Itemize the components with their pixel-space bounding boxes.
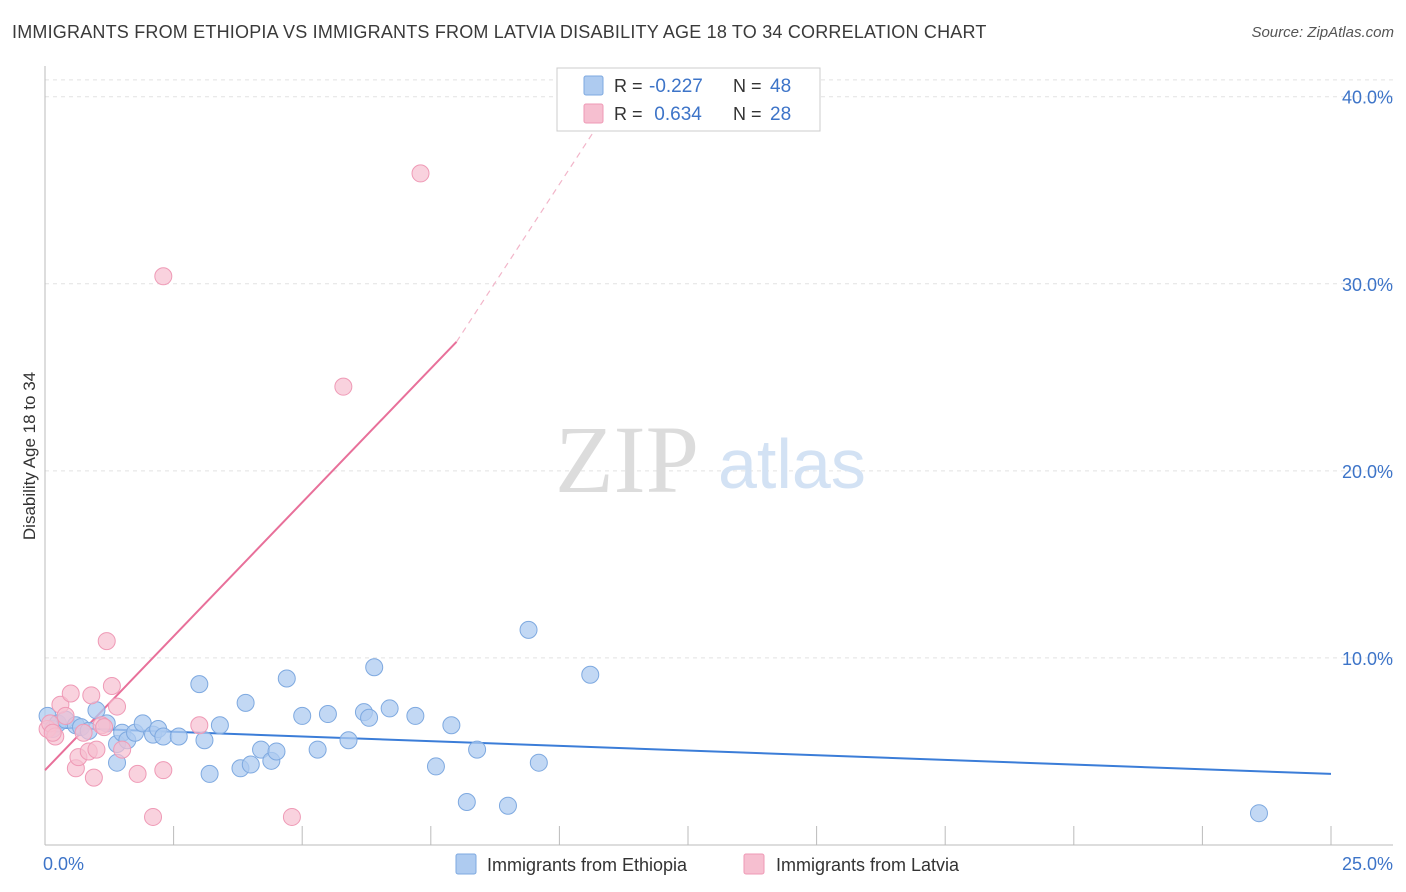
latvia-point: [190, 716, 209, 735]
source-label: Source: ZipAtlas.com: [1251, 24, 1394, 41]
x-tick-label: 25.0%: [1342, 854, 1393, 874]
latvia-point: [411, 164, 430, 183]
legend-r-value-ethiopia: -0.227: [649, 76, 703, 97]
stats-legend: R = -0.227 N = 48 R = 0.634 N = 28: [556, 67, 821, 132]
ethiopia-point: [457, 792, 476, 811]
ethiopia-point: [267, 742, 286, 761]
ethiopia-point: [581, 665, 600, 684]
ethiopia-point: [426, 757, 445, 776]
chart-title: IMMIGRANTS FROM ETHIOPIA VS IMMIGRANTS F…: [12, 22, 987, 42]
ethiopia-point: [236, 693, 255, 712]
ethiopia-point: [318, 705, 337, 724]
x-tick-label: 0.0%: [43, 854, 84, 874]
ethiopia-point: [360, 708, 379, 727]
ethiopia-point: [195, 731, 214, 750]
latvia-point: [144, 807, 163, 826]
series-legend: Immigrants from Ethiopia Immigrants from…: [455, 853, 960, 875]
latvia-point: [102, 676, 121, 695]
ethiopia-point: [277, 669, 296, 688]
watermark: ZIP atlas: [555, 406, 866, 513]
latvia-point: [43, 723, 62, 742]
legend-swatch-latvia: [583, 103, 604, 124]
ethiopia-point: [241, 755, 260, 774]
legend-n-label-ethiopia: N =: [733, 76, 767, 96]
watermark-zip: ZIP: [555, 406, 699, 513]
bottom-label-latvia: Immigrants from Latvia: [776, 855, 960, 875]
legend-swatch-ethiopia: [583, 75, 604, 96]
y-tick-label: 20.0%: [1342, 462, 1393, 482]
ethiopia-point: [1249, 804, 1268, 823]
latvia-point: [128, 764, 147, 783]
ethiopia-point: [200, 764, 219, 783]
legend-n-value-ethiopia: 48: [770, 76, 791, 97]
ethiopia-point: [210, 716, 229, 735]
latvia-point: [113, 740, 132, 759]
latvia-point: [74, 723, 93, 742]
ethiopia-point: [498, 796, 517, 815]
legend-n-label-latvia: N =: [733, 104, 767, 124]
ethiopia-point: [406, 706, 425, 725]
latvia-point: [84, 768, 103, 787]
latvia-point: [154, 267, 173, 286]
ethiopia-points: [38, 620, 1268, 823]
ethiopia-point: [169, 727, 188, 746]
y-tick-label: 30.0%: [1342, 275, 1393, 295]
latvia-point: [154, 761, 173, 780]
latvia-point: [61, 684, 80, 703]
x-tick-labels: 0.0% 25.0%: [43, 854, 1393, 874]
trend-line-ethiopia: [44, 726, 1332, 775]
latvia-points: [38, 164, 430, 826]
ethiopia-point: [380, 699, 399, 718]
ethiopia-point: [529, 753, 548, 772]
ethiopia-point: [190, 675, 209, 694]
latvia-point: [95, 718, 114, 737]
legend-r-label-ethiopia: R =: [614, 76, 648, 96]
ethiopia-point: [308, 740, 327, 759]
bottom-swatch-ethiopia: [455, 853, 477, 875]
legend-r-label-latvia: R =: [614, 104, 648, 124]
latvia-point: [108, 697, 127, 716]
latvia-point: [56, 706, 75, 725]
legend-r-value-latvia: 0.634: [649, 104, 702, 125]
latvia-point: [334, 377, 353, 396]
y-tick-label: 40.0%: [1342, 88, 1393, 108]
latvia-point: [97, 632, 116, 651]
y-axis-label: Disability Age 18 to 34: [20, 372, 39, 540]
latvia-point: [82, 686, 101, 705]
grid-lines: [45, 79, 1393, 659]
y-tick-labels: 10.0% 20.0% 30.0% 40.0%: [1342, 88, 1393, 669]
ethiopia-point: [365, 658, 384, 677]
y-tick-label: 10.0%: [1342, 649, 1393, 669]
ethiopia-point: [154, 727, 173, 746]
ethiopia-point: [468, 740, 487, 759]
ethiopia-point: [339, 731, 358, 750]
ethiopia-point: [293, 706, 312, 725]
watermark-atlas: atlas: [718, 425, 866, 503]
legend-n-value-latvia: 28: [770, 104, 791, 125]
latvia-point: [282, 807, 301, 826]
ethiopia-point: [519, 620, 538, 639]
bottom-swatch-latvia: [743, 853, 765, 875]
latvia-point: [87, 740, 106, 759]
ethiopia-point: [442, 716, 461, 735]
bottom-label-ethiopia: Immigrants from Ethiopia: [487, 855, 688, 875]
